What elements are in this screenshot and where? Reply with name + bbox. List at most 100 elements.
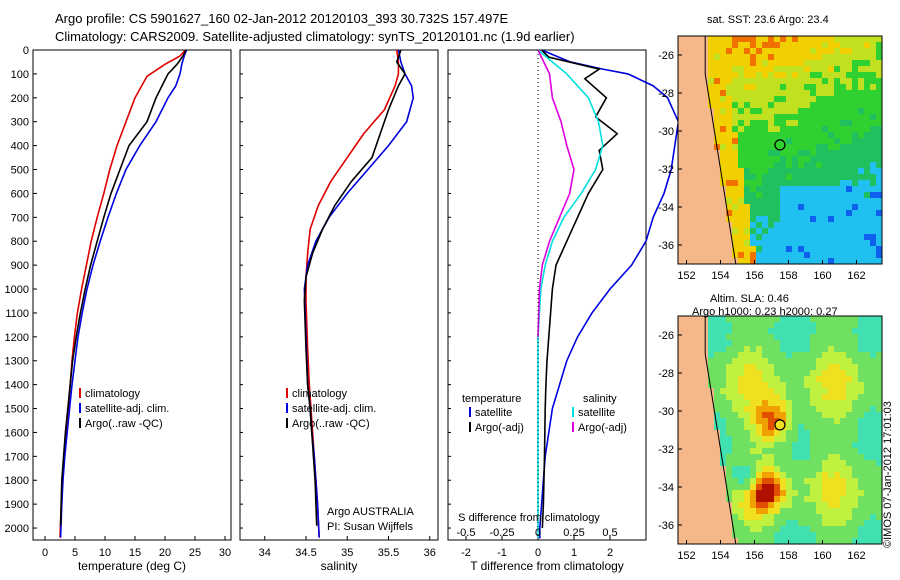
map-cell: [822, 346, 829, 353]
map-cell: [780, 60, 787, 67]
map-cell: [798, 526, 805, 533]
map-cell: [726, 466, 733, 473]
map-cell: [864, 502, 871, 509]
map-cell: [726, 322, 733, 329]
map-cell: [750, 90, 757, 97]
map-cell: [804, 168, 811, 175]
map-cell: [678, 490, 685, 497]
map-cell: [696, 382, 703, 389]
map-cell: [804, 364, 811, 371]
map-cell: [810, 84, 817, 91]
map-cell: [786, 400, 793, 407]
map-cell: [792, 466, 799, 473]
map-cell: [858, 186, 865, 193]
map-cell: [816, 514, 823, 521]
map-cell: [876, 162, 883, 169]
map-cell: [834, 120, 841, 127]
map-cell: [696, 252, 703, 259]
map-cell: [828, 388, 835, 395]
map-cell: [744, 66, 751, 73]
map-cell: [732, 192, 739, 199]
map-cell: [744, 60, 751, 67]
map-cell: [720, 448, 727, 455]
map-cell: [684, 84, 691, 91]
map-cell: [858, 364, 865, 371]
x-tick-label: 154: [711, 270, 729, 282]
map-cell: [708, 234, 715, 241]
map-cell: [696, 108, 703, 115]
map-cell: [762, 156, 769, 163]
map-cell: [774, 168, 781, 175]
map-cell: [750, 126, 757, 133]
map-cell: [792, 180, 799, 187]
map-cell: [798, 102, 805, 109]
map-cell: [678, 210, 685, 217]
map-cell: [768, 126, 775, 133]
map-cell: [852, 424, 859, 431]
map-cell: [822, 246, 829, 253]
map-cell: [858, 90, 865, 97]
map-cell: [762, 162, 769, 169]
map-cell: [780, 42, 787, 49]
map-cell: [684, 258, 691, 265]
map-cell: [696, 186, 703, 193]
map-cell: [738, 454, 745, 461]
map-cell: [768, 370, 775, 377]
y-tick-label: 600: [11, 188, 29, 200]
map-cell: [870, 48, 877, 55]
map-cell: [810, 436, 817, 443]
map-cell: [840, 502, 847, 509]
map-cell: [732, 168, 739, 175]
map-cell: [750, 240, 757, 247]
map-cell: [738, 48, 745, 55]
map-cell: [768, 436, 775, 443]
map-cell: [780, 406, 787, 413]
map-cell: [756, 442, 763, 449]
map-cell: [822, 394, 829, 401]
map-cell: [762, 150, 769, 157]
map-cell: [822, 418, 829, 425]
map-cell: [732, 48, 739, 55]
map-cell: [792, 352, 799, 359]
map-cell: [678, 150, 685, 157]
map-cell: [720, 472, 727, 479]
map-cell: [690, 162, 697, 169]
map-cell: [684, 66, 691, 73]
map-cell: [798, 316, 805, 323]
map-cell: [678, 132, 685, 139]
legend-title-temperature: temperature: [462, 393, 521, 405]
map-cell: [798, 376, 805, 383]
legend-label: Argo(-adj): [475, 422, 524, 434]
map-cell: [678, 394, 685, 401]
map-cell: [852, 198, 859, 205]
map-cell: [684, 36, 691, 43]
map-cell: [852, 430, 859, 437]
map-cell: [732, 508, 739, 515]
argo-float-marker: [774, 419, 786, 431]
map-cell: [822, 406, 829, 413]
map-cell: [750, 162, 757, 169]
map-cell: [852, 246, 859, 253]
map-cell: [768, 138, 775, 145]
map-cell: [780, 132, 787, 139]
map-cell: [846, 114, 853, 121]
map-cell: [798, 234, 805, 241]
map-cell: [846, 192, 853, 199]
map-cell: [804, 120, 811, 127]
map-cell: [714, 364, 721, 371]
map-cell: [714, 174, 721, 181]
map-cell: [714, 526, 721, 533]
map-cell: [804, 418, 811, 425]
map-cell: [714, 54, 721, 61]
map-cell: [810, 484, 817, 491]
map-cell: [744, 108, 751, 115]
map-cell: [846, 346, 853, 353]
map-cell: [768, 66, 775, 73]
map-cell: [852, 168, 859, 175]
map-cell: [750, 204, 757, 211]
map-cell: [768, 418, 775, 425]
map-cell: [798, 502, 805, 509]
map-cell: [780, 520, 787, 527]
map-cell: [780, 192, 787, 199]
plot-frame: [32, 49, 232, 541]
